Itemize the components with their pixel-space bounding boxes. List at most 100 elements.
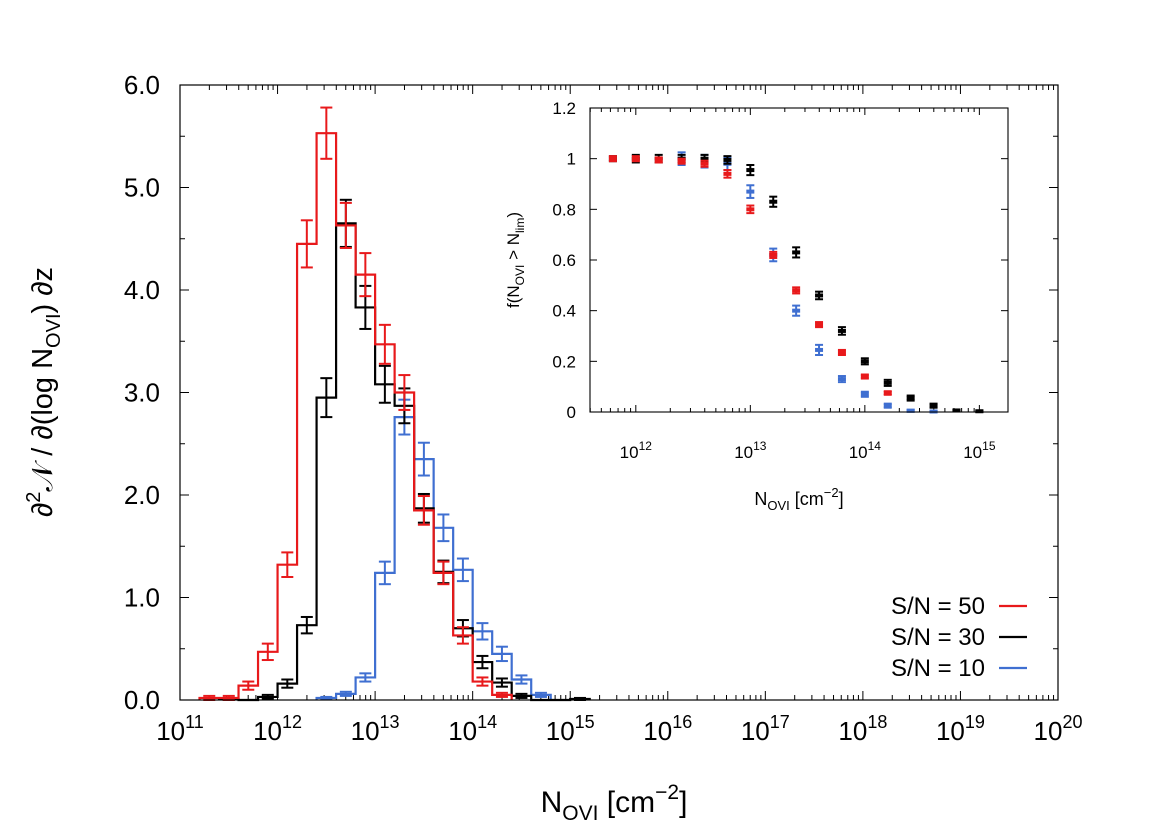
main-y-tick-label: 2.0 [124,480,160,510]
main-error-bar [281,551,294,578]
main-error-bar [437,560,450,586]
legend-label: S/N = 10 [891,655,985,682]
inset-point [929,402,938,409]
inset-point [860,357,869,366]
main-error-bar [417,495,430,526]
main-y-tick-label: 1.0 [124,583,160,613]
main-plot-frame [179,84,1059,701]
inset-point [792,286,801,295]
main-x-tick-label: 1011 [156,712,204,746]
main-error-bar [320,695,333,700]
main-error-bar [515,692,528,699]
main-error-bar [515,674,528,685]
inset-point [792,246,801,259]
main-error-bar [437,513,450,543]
inset-x-tick-label: 1014 [849,439,882,462]
inset-y-tick-label: 1 [567,150,576,169]
main-error-bar [476,654,489,670]
inset-point [792,304,801,317]
inset-y-axis-title: f(NOVI > Nlim) [504,212,527,308]
legend: S/N = 50 S/N = 30 S/N = 10 [891,593,1027,682]
main-chart: 1011 1012 1013 1014 1015 1016 1017 1018 1019 1020… [23,70,1082,825]
main-x-tick-label: 1016 [643,712,692,746]
inset-x-tick-label: 1013 [734,439,767,462]
main-series-2 [315,398,552,700]
main-y-tick-label: 0.0 [124,685,160,715]
main-error-bar [456,557,469,583]
main-x-tick-label: 1018 [838,712,887,746]
main-error-bar [320,377,333,419]
legend-label: S/N = 50 [891,593,985,620]
main-error-bar [476,676,489,687]
inset-point [769,250,778,259]
inset-y-tick-label: 1.2 [552,99,576,118]
main-error-bar [534,691,547,698]
main-error-bar [359,672,372,683]
main-error-bar [300,219,313,269]
inset-point [677,157,686,165]
main-error-bar [495,645,508,663]
main-error-bar [495,691,508,698]
main-y-tick-label: 3.0 [124,378,160,408]
main-error-bar [476,622,489,641]
inset-y-tick-label: 0.4 [552,302,576,321]
inset-y-tick-label: 0.8 [552,200,576,219]
inset-plot-frame [589,107,1009,413]
main-series-0 [198,106,513,701]
inset-y-tick-label: 0 [567,403,576,422]
inset-x-tick-label: 1012 [620,439,653,462]
inset-point [860,390,869,398]
legend-item: S/N = 30 [891,624,1027,651]
main-x-tick-label: 1012 [253,712,302,746]
main-error-bar [456,626,469,645]
inset-point [860,373,869,380]
main-series-line [217,222,591,702]
main-error-bar [398,374,411,411]
main-x-tick-label: 1015 [546,712,595,746]
main-error-bar [339,690,352,697]
inset-point [837,326,846,336]
main-x-tick-label: 1019 [936,712,985,746]
inset-point [723,169,732,179]
main-series-line [198,132,513,700]
inset-point [815,343,824,356]
inset-point [769,195,778,208]
main-error-bar [495,677,508,688]
main-error-bar [359,252,372,298]
main-y-tick-label: 4.0 [124,275,160,305]
main-x-axis-title: NOVI [cm−2] [541,781,688,825]
main-error-bar [339,201,352,249]
main-error-bar [300,615,313,635]
inset-point [837,375,846,384]
main-error-bar [378,560,391,586]
legend-label: S/N = 30 [891,624,985,651]
main-x-tick-label: 1013 [351,712,400,746]
inset-chart: 1012 1013 1014 1015 0 0.2 0.4 0.6 0.8 1 1.2 NOVI [c… [504,99,1009,513]
inset-point [883,378,892,387]
legend-item: S/N = 50 [891,593,1027,620]
main-y-tick-label: 5.0 [124,173,160,203]
main-x-tick-label: 1020 [1034,712,1083,746]
inset-y-tick-label: 0.2 [552,352,576,371]
main-error-bar [261,693,274,700]
main-error-bar [320,106,333,160]
inset-point [815,321,824,329]
inset-point [746,204,755,215]
inset-point [608,155,617,163]
main-error-bar [281,678,294,689]
inset-x-axis-title: NOVI [cm−2] [754,485,843,513]
inset-point [906,394,915,402]
inset-point [631,155,640,163]
main-x-tick-label: 1014 [448,712,497,746]
inset-series-0 [608,155,892,396]
inset-point [654,156,663,164]
inset-point [837,348,846,356]
inset-point [883,390,892,396]
main-error-bar [261,642,274,662]
main-error-bar [378,323,391,365]
inset-point [746,184,755,199]
main-x-tick-label: 1017 [741,712,790,746]
inset-background [590,108,1008,412]
inset-point [746,164,755,177]
